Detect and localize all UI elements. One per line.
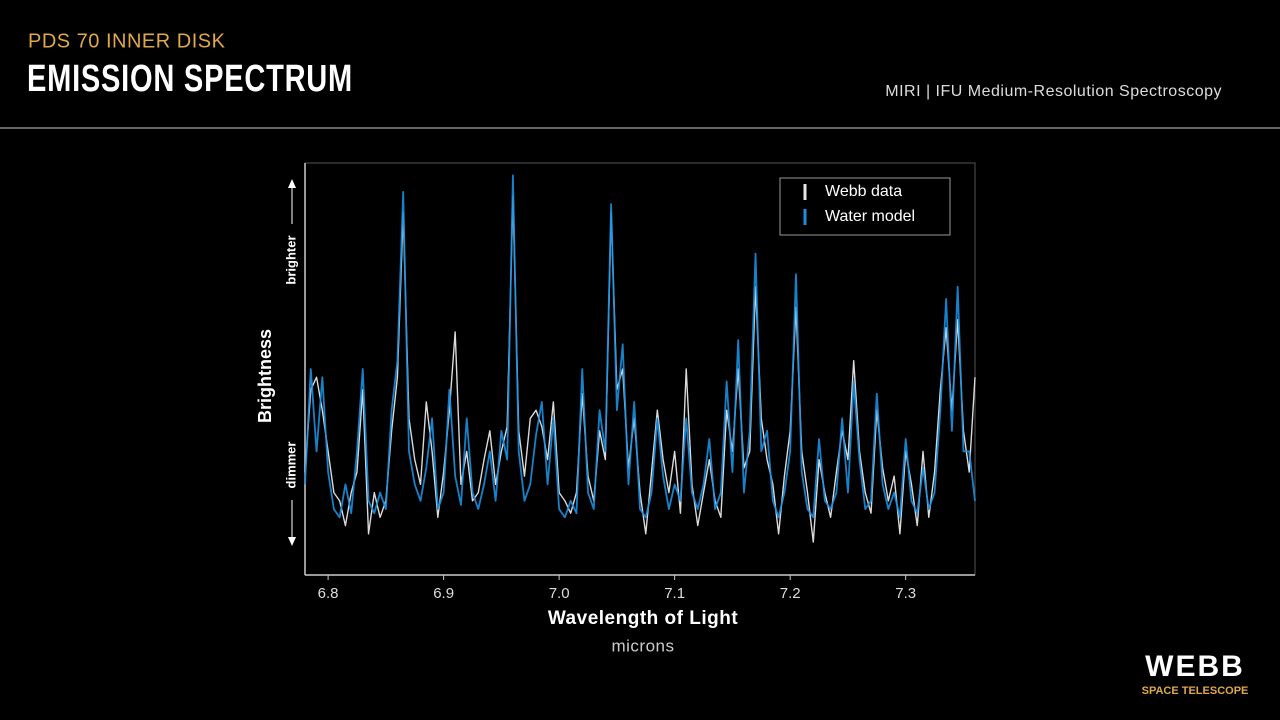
subtitle: MIRI | IFU Medium-Resolution Spectroscop… (885, 83, 1222, 100)
x-axis-unit: microns (611, 636, 674, 655)
legend-label: Webb data (825, 183, 902, 200)
x-tick-label: 7.0 (549, 585, 570, 602)
y-axis-label: Brightness (255, 329, 275, 423)
series-line (304, 195, 976, 543)
dimmer-arrowhead (288, 537, 296, 546)
supertitle: PDS 70 INNER DISK (28, 30, 226, 52)
logo-name: WEBB (1145, 650, 1245, 683)
x-tick-label: 6.9 (433, 585, 454, 602)
x-tick-label: 7.3 (895, 585, 916, 602)
x-tick-label: 7.2 (780, 585, 801, 602)
x-tick-label: 6.8 (318, 585, 339, 602)
x-tick-label: 7.1 (664, 585, 685, 602)
brighter-arrowhead (288, 179, 296, 188)
title: EMISSION SPECTRUM (27, 58, 353, 100)
logo-tagline: SPACE TELESCOPE (1142, 685, 1249, 697)
dimmer-label: dimmer (283, 442, 298, 489)
series-line (304, 174, 976, 519)
x-axis-label: Wavelength of Light (548, 608, 739, 629)
legend-box (779, 177, 951, 236)
brighter-label: brighter (283, 235, 298, 284)
plot-lines (304, 174, 976, 543)
legend-label: Water model (825, 208, 915, 225)
